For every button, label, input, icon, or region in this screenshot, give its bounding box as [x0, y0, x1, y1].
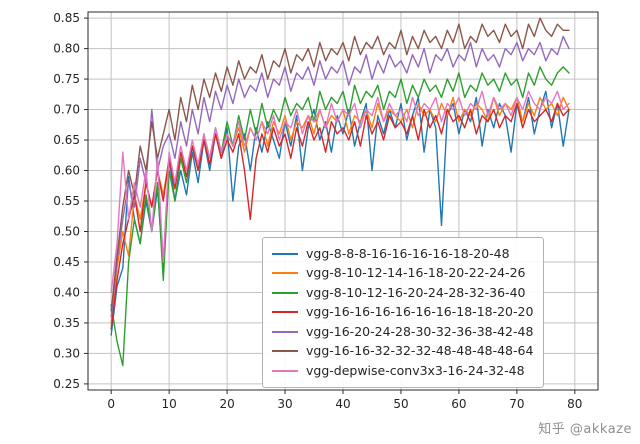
legend-entry: vgg-16-16-32-32-32-48-48-48-48-64 [272, 342, 533, 362]
y-tick-label: 0.25 [53, 377, 80, 391]
legend-label: vgg-8-8-8-16-16-16-16-18-20-48 [306, 245, 510, 261]
legend-line-swatch [272, 330, 298, 333]
y-tick-label: 0.35 [53, 316, 80, 330]
legend-entry: vgg-depwise-conv3x3-16-24-32-48 [272, 361, 533, 381]
y-tick-label: 0.30 [53, 346, 80, 360]
legend-line-swatch [272, 369, 298, 372]
legend-line-swatch [272, 252, 298, 255]
legend-line-swatch [272, 272, 298, 275]
y-tick-label: 0.40 [53, 285, 80, 299]
legend: vgg-8-8-8-16-16-16-16-18-20-48 vgg-8-10-1… [262, 237, 545, 388]
legend-label: vgg-16-20-24-28-30-32-36-38-42-48 [306, 323, 534, 339]
legend-label: vgg-8-10-12-16-20-24-28-32-36-40 [306, 284, 526, 300]
legend-label: vgg-16-16-32-32-32-48-48-48-48-64 [306, 343, 534, 358]
y-tick-label: 0.75 [53, 72, 80, 86]
y-tick-label: 0.70 [53, 103, 80, 117]
series-line-vgg-8-8-8-16-16-16-16-18-20-48 [110, 90, 570, 336]
watermark: 知乎 @akkaze [538, 422, 632, 437]
legend-entry: vgg-8-10-12-16-20-24-28-32-36-40 [272, 283, 533, 303]
legend-line-swatch [272, 291, 298, 294]
legend-entry: vgg-16-16-16-16-16-16-18-18-20-20 [272, 303, 533, 323]
legend-entry: vgg-16-20-24-28-30-32-36-38-42-48 [272, 322, 533, 342]
legend-label: vgg-8-10-12-14-16-18-20-22-24-26 [306, 265, 526, 280]
x-tick-label: 60 [451, 397, 466, 411]
x-tick-label: 0 [107, 397, 115, 411]
y-tick-label: 0.60 [53, 164, 80, 178]
series-line-vgg-8-10-12-16-20-24-28-32-36-40 [110, 66, 570, 367]
y-tick-label: 0.85 [53, 11, 80, 25]
x-tick-label: 30 [277, 397, 292, 411]
legend-line-swatch [272, 311, 298, 314]
y-tick-label: 0.50 [53, 224, 80, 238]
y-tick-label: 0.55 [53, 194, 80, 208]
legend-line-swatch [272, 350, 298, 353]
legend-entry: vgg-8-8-8-16-16-16-16-18-20-48 [272, 244, 533, 264]
series-line-vgg-16-16-32-32-32-48-48-48-48-64 [110, 17, 570, 312]
x-tick-label: 50 [393, 397, 408, 411]
series-line-vgg-16-16-16-16-16-16-18-18-20-20 [110, 102, 570, 330]
legend-label: vgg-depwise-conv3x3-16-24-32-48 [306, 362, 525, 378]
series-line-vgg-depwise-conv3x3-16-24-32-48 [110, 90, 570, 294]
legend-label: vgg-16-16-16-16-16-16-18-18-20-20 [306, 304, 534, 319]
y-tick-label: 0.80 [53, 42, 80, 56]
series-line-vgg-16-20-24-28-30-32-36-38-42-48 [110, 35, 570, 318]
y-tick-label: 0.65 [53, 133, 80, 147]
x-tick-label: 80 [567, 397, 582, 411]
x-tick-label: 70 [509, 397, 524, 411]
x-tick-label: 40 [335, 397, 350, 411]
x-tick-label: 20 [219, 397, 234, 411]
legend-entry: vgg-8-10-12-14-16-18-20-22-24-26 [272, 264, 533, 284]
x-tick-label: 10 [161, 397, 176, 411]
y-tick-label: 0.45 [53, 255, 80, 269]
